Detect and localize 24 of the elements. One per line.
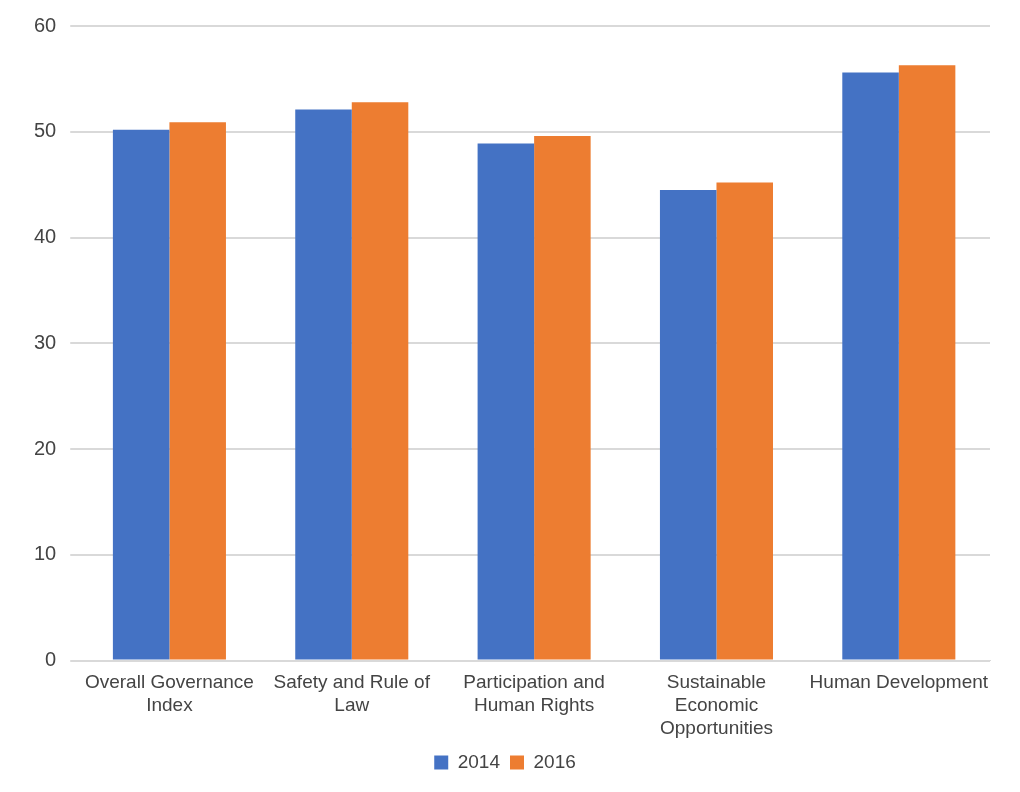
y-tick-label: 20 [34, 436, 57, 459]
y-tick-label: 0 [45, 648, 57, 671]
x-tick-label: Overall Governance Index [84, 671, 254, 716]
bar [169, 122, 226, 660]
y-tick-label: 60 [34, 13, 57, 36]
bar [112, 129, 170, 660]
y-tick-label: 40 [34, 225, 57, 248]
legend-label: 2014 [457, 750, 501, 772]
bar [534, 136, 591, 660]
bar [295, 109, 352, 660]
y-tick-label: 30 [34, 330, 57, 353]
legend-label: 2016 [533, 750, 576, 772]
x-tick-label: Human Development [809, 671, 989, 693]
x-tick-label: Safety and Rule of Law [273, 671, 431, 716]
bar [477, 143, 535, 660]
bar [842, 72, 899, 660]
bar [351, 102, 409, 660]
x-tick-label: Sustainable Economic Opportunities [659, 671, 773, 738]
y-tick-label: 10 [34, 542, 57, 565]
y-tick-label: 50 [34, 119, 57, 142]
bar [716, 182, 773, 660]
bar [898, 65, 956, 660]
x-tick-label: Participation and Human Rights [463, 671, 605, 716]
bar [659, 189, 717, 660]
